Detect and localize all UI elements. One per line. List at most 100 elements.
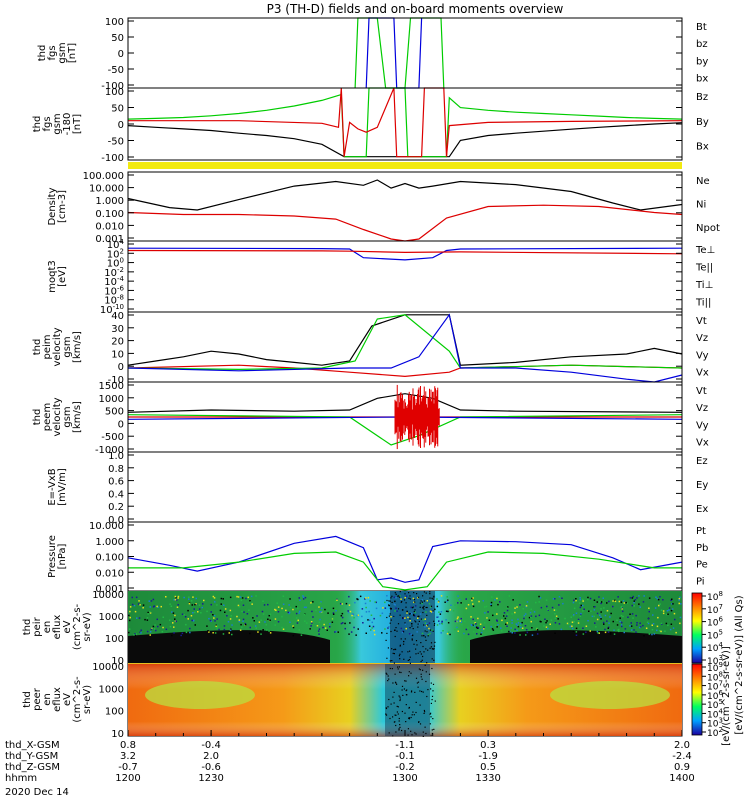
spectrogram-pixel — [510, 627, 512, 629]
spectrogram-pixel — [580, 612, 582, 615]
spectrogram-pixel — [362, 622, 364, 624]
spectrogram-pixel — [436, 598, 438, 600]
spectrogram-pixel — [249, 601, 251, 603]
spectrogram-pixel — [312, 601, 314, 603]
spectrogram-pixel — [213, 617, 215, 619]
spectrogram-pixel — [553, 609, 556, 611]
y-tick-label: 100 — [105, 87, 124, 98]
spectrogram-pixel — [267, 618, 269, 620]
spectrogram-pixel — [433, 659, 435, 661]
time-tick-label: 1400 — [669, 773, 694, 784]
spectrogram-pixel — [459, 599, 461, 601]
legend-by: by — [696, 56, 708, 67]
spectrogram-pixel — [394, 610, 396, 612]
spectrogram-pixel — [595, 626, 597, 628]
electron-spectrogram-core-dark — [385, 664, 430, 736]
spectrogram-pixel — [403, 658, 405, 660]
spectrogram-pixel — [456, 600, 458, 602]
spectrogram-pixel — [603, 607, 605, 609]
y-tick-label: 1000 — [99, 684, 124, 695]
spectrogram-pixel — [226, 615, 228, 617]
colorbar-tick-label: 103 — [707, 717, 723, 730]
spectrogram-pixel — [589, 597, 592, 600]
spectrogram-pixel — [396, 683, 398, 685]
spectrogram-pixel — [135, 596, 138, 599]
spectrogram-pixel — [373, 617, 375, 620]
spectrogram-pixel — [414, 601, 416, 603]
spectrogram-pixel — [262, 613, 265, 615]
spectrogram-pixel — [400, 601, 402, 603]
spectrogram-pixel — [549, 623, 551, 625]
spectrogram-pixel — [255, 595, 257, 597]
y-axis-label: Density[cm-3] — [47, 187, 68, 225]
series-electron_velocity-vt — [127, 393, 683, 413]
spectrogram-pixel — [210, 611, 212, 613]
spectrogram-pixel — [387, 675, 389, 677]
spectrogram-pixel — [388, 615, 390, 617]
spectrogram-pixel — [140, 632, 142, 634]
spectrogram-pixel — [411, 623, 413, 625]
y-tick-label: 10 — [111, 656, 124, 667]
spectrogram-pixel — [582, 604, 584, 607]
spectrogram-pixel — [425, 671, 427, 673]
spectrogram-pixel — [427, 689, 429, 691]
spectrogram-pixel — [403, 631, 405, 633]
spectrogram-pixel — [404, 622, 406, 624]
spectrogram-pixel — [147, 613, 149, 615]
spectrogram-pixel — [253, 620, 255, 622]
spectrogram-pixel — [593, 599, 596, 601]
spectrogram-pixel — [269, 632, 272, 634]
spectrogram-pixel — [406, 612, 408, 614]
spectrogram-pixel — [288, 612, 290, 615]
spectrogram-pixel — [394, 681, 397, 683]
spectrogram-pixel — [460, 617, 462, 620]
spectrogram-pixel — [169, 619, 171, 621]
series-fgs_sm-by — [127, 87, 683, 158]
spectrogram-pixel — [392, 682, 394, 684]
spectrogram-pixel — [139, 604, 141, 606]
spectrogram-pixel — [422, 619, 425, 621]
spectrogram-pixel — [351, 613, 354, 615]
y-tick-label: 100 — [105, 17, 124, 28]
spectrogram-pixel — [417, 597, 419, 599]
spectrogram-pixel — [430, 605, 433, 607]
spectrogram-pixel — [398, 596, 401, 598]
spectrogram-pixel — [399, 644, 401, 646]
y-tick-label: 0.100 — [95, 553, 124, 564]
spectrogram-pixel — [651, 628, 654, 631]
spectrogram-pixel — [487, 611, 489, 613]
spectrogram-pixel — [412, 606, 414, 608]
spectrogram-pixel — [680, 603, 682, 605]
spectrogram-pixel — [173, 599, 175, 601]
spectrogram-pixel — [193, 608, 195, 610]
spectrogram-pixel — [622, 600, 625, 602]
spectrogram-pixel — [570, 616, 572, 618]
spectrogram-pixel — [128, 628, 131, 630]
spectrogram-pixel — [407, 734, 409, 736]
spectrogram-pixel — [639, 606, 641, 608]
spectrogram-pixel — [417, 626, 419, 628]
spectrogram-pixel — [678, 598, 681, 600]
spectrogram-pixel — [170, 605, 173, 607]
spectrogram-pixel — [465, 607, 468, 610]
spectrogram-pixel — [317, 630, 320, 632]
y-tick-label: 10.000 — [89, 184, 124, 195]
spectrogram-pixel — [460, 602, 462, 604]
spectrogram-pixel — [424, 711, 426, 713]
spectrogram-pixel — [216, 618, 218, 620]
spectrogram-pixel — [594, 606, 596, 608]
legend-bz: Bz — [696, 92, 708, 103]
spectrogram-pixel — [386, 595, 388, 597]
spectrogram-pixel — [437, 601, 440, 603]
spectrogram-pixel — [335, 630, 337, 633]
spectrogram-pixel — [409, 598, 411, 600]
spectrogram-pixel — [240, 599, 243, 602]
orbit-row-label: thd_Y-GSM — [5, 751, 58, 762]
y-tick-label: 1.000 — [95, 537, 124, 548]
spectrogram-pixel — [610, 612, 612, 615]
spectrogram-pixel — [399, 614, 401, 616]
spectrogram-pixel — [128, 619, 131, 622]
spectrogram-pixel — [155, 629, 157, 632]
spectrogram-pixel — [192, 612, 194, 614]
